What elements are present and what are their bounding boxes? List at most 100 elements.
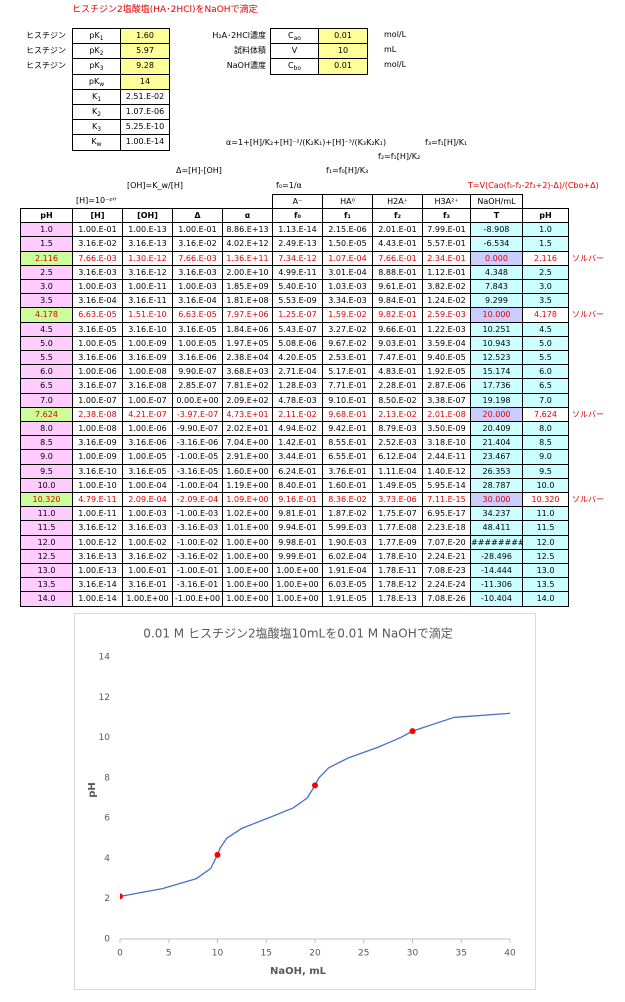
table-cell: 7.66.E-03 <box>72 250 123 266</box>
table-cell: 3.5 <box>20 293 73 309</box>
table-cell: -8.908 <box>470 222 523 238</box>
table-cell: 7.81.E+02 <box>222 378 273 394</box>
table-cell: -1.00.E-05 <box>172 449 223 465</box>
table-cell: 4.348 <box>470 264 523 280</box>
table-cell: 11.5 <box>20 520 73 536</box>
table-cell: 2.02.E+01 <box>222 421 273 437</box>
table-cell: 7.11.E-15 <box>422 492 471 508</box>
table-cell: 3.16.E-13 <box>122 236 173 252</box>
table-cell: 2.91.E+00 <box>222 449 273 465</box>
table-cell: 1.78.E-13 <box>372 591 423 607</box>
symbol-sub: 2 <box>99 50 104 58</box>
table-cell: 6.12.E-04 <box>372 449 423 465</box>
table-cell: 6.5 <box>20 378 73 394</box>
table-cell: 1.00.E-01 <box>72 222 123 238</box>
table-cell: 1.00.E+00 <box>222 577 273 593</box>
table-cell: 5.0 <box>20 335 73 351</box>
table-cell: 1.00.E-12 <box>72 534 123 550</box>
table-cell: 13.5 <box>20 577 73 593</box>
symbol-base: K <box>91 107 98 116</box>
plot-area <box>120 712 510 900</box>
table-cell: 1.00.E-03 <box>172 279 223 295</box>
row-note: ソルバー <box>572 253 604 263</box>
table-cell: 6.55.E-01 <box>322 449 373 465</box>
table-cell: 4.73.E+01 <box>222 406 273 422</box>
table-cell: 9.0 <box>522 449 569 465</box>
table-cell: 13.5 <box>522 577 569 593</box>
table-cell: -28.496 <box>470 548 523 564</box>
symbol-cell: V <box>270 43 319 60</box>
column-header: [OH] <box>122 208 173 223</box>
table-cell: 1.28.E-03 <box>272 378 323 394</box>
table-cell: 1.12.E-01 <box>422 264 471 280</box>
table-cell: 2.09.E-04 <box>122 492 173 508</box>
table-cell: 9.67.E-02 <box>322 335 373 351</box>
table-cell: 8.55.E-01 <box>322 435 373 451</box>
table-cell: 6.24.E-01 <box>272 463 323 479</box>
y-tick-label: 10 <box>99 733 111 743</box>
table-cell: 6.63.E-05 <box>72 307 123 323</box>
row-note: ソルバー <box>572 495 604 504</box>
y-tick-label: 8 <box>104 773 110 783</box>
symbol-sub: 3 <box>99 65 104 73</box>
table-cell: 20.409 <box>470 421 523 437</box>
table-cell: 2.116 <box>522 250 569 266</box>
table-cell: 2.01.E-01 <box>372 222 423 238</box>
table-cell: 20.000 <box>470 406 523 422</box>
table-cell: -3.97.E-07 <box>172 406 223 422</box>
param-label: 試料体積 <box>234 46 266 56</box>
table-cell: 8.86.E+13 <box>222 222 273 238</box>
table-cell: 1.13.E-14 <box>272 222 323 238</box>
table-cell: 3.34.E-03 <box>322 293 373 309</box>
symbol-base: pK <box>88 76 100 86</box>
table-cell: 2.11.E-02 <box>272 406 323 422</box>
table-cell: 7.08.E-26 <box>422 591 471 607</box>
symbol-base: C <box>288 31 294 40</box>
x-tick-label: 10 <box>212 949 224 959</box>
table-cell: 4.21.E-07 <box>122 406 173 422</box>
table-cell: 0.00.E+00 <box>172 392 223 408</box>
symbol-sub: 1 <box>99 35 104 42</box>
super-header: NaOH/mL <box>470 194 523 209</box>
table-cell: 5.40.E-10 <box>272 279 323 295</box>
table-cell: 28.787 <box>470 477 523 493</box>
table-cell: 9.5 <box>20 463 73 479</box>
row-note: ソルバー <box>572 310 604 320</box>
table-cell: 2.23.E-18 <box>422 520 471 536</box>
formula: f₀=1/α <box>276 181 302 190</box>
table-cell: 7.66.E-03 <box>172 250 223 266</box>
table-cell: 9.98.E-01 <box>272 534 323 550</box>
row-note: ソルバー <box>572 409 604 419</box>
table-cell: 1.0 <box>522 222 569 238</box>
table-cell: -1.00.E+00 <box>172 591 223 607</box>
table-cell: 3.16.E-05 <box>172 321 223 337</box>
symbol-base: K <box>91 122 98 132</box>
table-cell: 1.77.E-08 <box>372 520 423 536</box>
table-cell: 4.83.E-01 <box>372 364 423 380</box>
table-cell: 9.94.E-01 <box>272 520 323 536</box>
super-header: A⁻ <box>272 194 323 209</box>
table-cell: 1.5 <box>20 236 73 252</box>
table-cell: 9.84.E-01 <box>372 293 423 309</box>
table-cell: 5.57.E-01 <box>422 236 471 252</box>
column-header: f₁ <box>322 208 373 223</box>
table-cell: ######## <box>470 534 523 550</box>
y-tick-label: 14 <box>99 653 111 663</box>
param-value: 5.25.E-10 <box>120 119 170 136</box>
table-cell: 9.03.E-01 <box>372 335 423 351</box>
table-cell: -1.00.E-03 <box>172 506 223 522</box>
chart-frame <box>74 613 536 990</box>
table-cell: 1.00.E-04 <box>122 477 173 493</box>
table-cell: 3.16.E-03 <box>122 520 173 536</box>
table-cell: 3.16.E-14 <box>72 577 123 593</box>
table-cell: 3.16.E-08 <box>122 378 173 394</box>
table-cell: 1.40.E-12 <box>422 463 471 479</box>
table-cell: 2.28.E-01 <box>372 378 423 394</box>
symbol-base: K <box>91 91 98 101</box>
table-cell: 1.00.E+00 <box>222 548 273 564</box>
table-cell: 3.16.E-04 <box>172 293 223 309</box>
page-title: ヒスチジン2塩酸塩(HA･2HCl)をNaOHで滴定 <box>72 5 258 15</box>
table-cell: 9.40.E-05 <box>422 350 471 366</box>
table-cell: 6.0 <box>20 364 73 380</box>
chart: 0.01 M ヒスチジン2塩酸塩10mLを0.01 M NaOHで滴定 NaOH… <box>74 613 536 990</box>
